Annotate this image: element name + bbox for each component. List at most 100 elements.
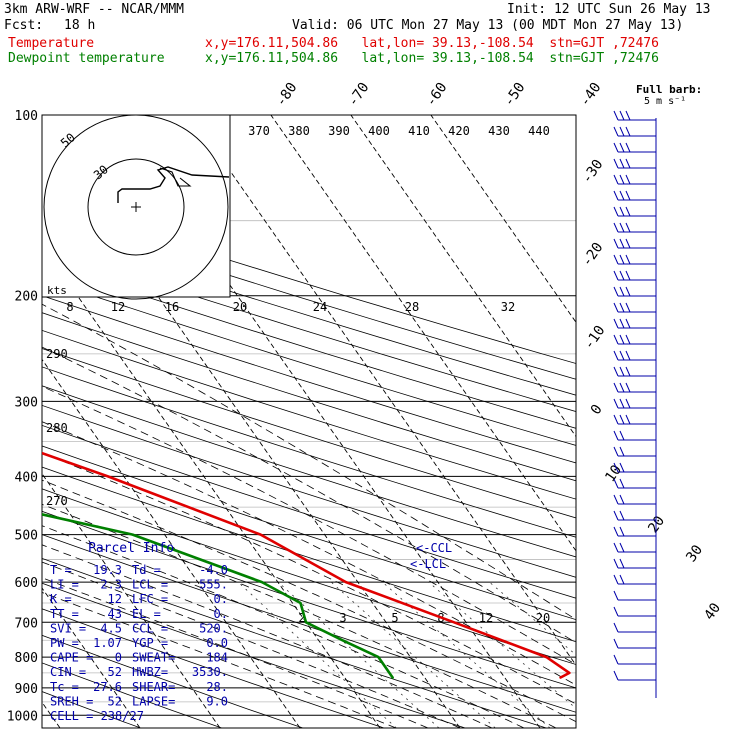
wind-barb-flag (613, 174, 619, 185)
isotherm-label: -50 (501, 80, 529, 110)
wind-barb (613, 334, 656, 345)
parcel-cell: CELL = 238/27 (50, 709, 144, 723)
mixing-ratio-label: 12 (479, 611, 493, 625)
parcel-label: Td = (132, 563, 161, 577)
wind-barb-flag (619, 382, 625, 393)
parcel-info-box: Parcel Info T = 19.3 Td = -4.0 LI = 2.3 LCL = 55… (50, 541, 228, 723)
ccl-marker: <-CCL (416, 541, 452, 555)
wind-barb-flag (613, 254, 619, 265)
pressure-label: 100 (15, 109, 38, 124)
trace-layer (42, 451, 571, 679)
dry-adiabat-line (42, 662, 222, 728)
wind-barb (613, 366, 656, 377)
parcel-title: Parcel Info (88, 541, 174, 556)
wind-barb-flag (613, 670, 619, 681)
wind-barb (613, 494, 656, 505)
wind-barb (613, 270, 656, 281)
wind-barb-flag (619, 334, 625, 345)
theta-label: 420 (448, 124, 470, 138)
wind-barb (613, 510, 656, 521)
wind-barb-flag (625, 414, 631, 425)
parcel-value: 555. (199, 578, 228, 592)
forecast-label: Fcst: (4, 18, 44, 33)
isotherm-label: 20 (645, 513, 668, 536)
lcl-marker: <-LCL (410, 557, 446, 571)
forecast-hour: 18 h (64, 18, 96, 33)
parcel-label: T = (50, 563, 72, 577)
wind-barb-flag (625, 158, 631, 169)
valid-time: Valid: 06 UTC Mon 27 May 13 (00 MDT Mon … (292, 18, 684, 33)
model-title: 3km ARW-WRF -- NCAR/MMM (4, 2, 185, 17)
isotherm-label: 30 (683, 542, 706, 565)
dry-adiabat-line (42, 261, 576, 429)
pressure-label: 400 (15, 470, 38, 485)
parcel-label: LCL = (132, 578, 168, 592)
init-time: Init: 12 UTC Sun 26 May 13 (507, 2, 711, 17)
wind-panel-units: 5 m s⁻¹ (644, 96, 686, 107)
parcel-value: 3530. (192, 665, 228, 679)
wind-barb-flag (613, 606, 619, 617)
parcel-label: LI = (50, 578, 79, 592)
parcel-label: PW = (50, 636, 79, 650)
mixing-ratio-label: 20 (536, 611, 550, 625)
pressure-label: 800 (15, 651, 38, 666)
wind-barb-flag (625, 174, 631, 185)
parcel-label: HWBZ= (132, 665, 168, 679)
wind-barb-flag (619, 414, 625, 425)
dry-adiabat-line (42, 199, 576, 364)
speed-scale-label: 8 (66, 300, 73, 314)
wind-barb (613, 446, 656, 457)
parcel-label: EL = (132, 607, 161, 621)
wind-barb-flag (619, 158, 625, 169)
wind-barb-flag (625, 382, 631, 393)
wind-barb (613, 302, 656, 313)
parcel-label: K = (50, 592, 72, 606)
wind-barb-flag (619, 318, 625, 329)
wind-barb-flag (613, 526, 619, 537)
dry-adiabat-line (42, 214, 576, 380)
wind-barb-flag (619, 190, 625, 201)
wind-barb-flag (613, 238, 619, 249)
dry-adiabat-label: 290 (46, 347, 68, 361)
parcel-value: 27.6 (93, 680, 122, 694)
hodograph-ring (87, 158, 185, 256)
theta-label: 440 (528, 124, 550, 138)
mixing-ratio-line (489, 581, 576, 656)
wind-barb-flag (613, 558, 619, 569)
isotherm-label: -20 (579, 240, 607, 270)
parcel-value: 9.0 (206, 694, 228, 708)
wind-barb (613, 430, 656, 441)
wind-barb-flag (613, 510, 619, 521)
hodograph-ring (43, 114, 229, 300)
wind-barb (613, 558, 656, 569)
wind-barb-flag (613, 590, 619, 601)
wind-barb-flag (619, 270, 625, 281)
dewpoint-location: x,y=176.11,504.86 lat,lon= 39.13,-108.54… (205, 51, 659, 66)
wind-barb-flag (625, 254, 631, 265)
parcel-label: SHEAR= (132, 680, 175, 694)
dry-adiabat-line (42, 295, 576, 464)
speed-scale-label: 24 (313, 300, 327, 314)
wind-barb (613, 206, 656, 217)
pressure-label: 700 (15, 616, 38, 631)
dry-adiabat-line (42, 466, 576, 643)
wind-barb-flag (625, 206, 631, 217)
isotherm-label: -80 (273, 80, 301, 110)
moist-adiabat-line (42, 346, 576, 644)
dry-adiabat-line (42, 278, 576, 446)
wind-barb-flag (613, 206, 619, 217)
mixing-ratio-line (278, 581, 440, 728)
hodograph-trace (159, 167, 192, 187)
mixing-ratio-line (428, 581, 576, 709)
mixing-ratio-label: 2 (298, 611, 305, 625)
mixing-ratio-label: 3 (339, 611, 346, 625)
wind-barb-flag (613, 366, 619, 377)
wind-barb-flag (619, 478, 625, 489)
wind-barb-flag (625, 318, 631, 329)
parcel-label: LFC = (132, 592, 168, 606)
parcel-value: 2.3 (100, 578, 122, 592)
mixing-ratio-line (331, 581, 496, 728)
parcel-value: 12 (108, 592, 122, 606)
